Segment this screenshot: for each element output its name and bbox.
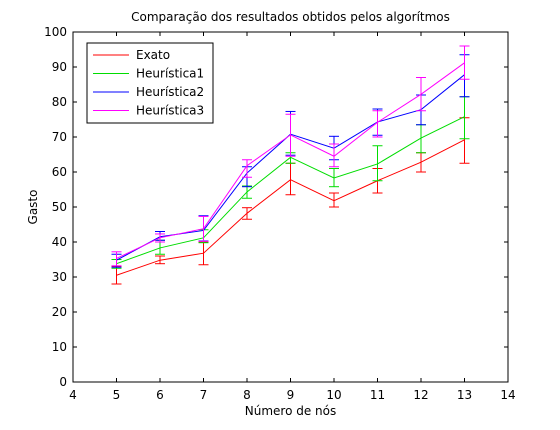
y-tick-label: 70 xyxy=(52,130,67,144)
y-tick-label: 100 xyxy=(44,25,67,39)
legend: Exato Heurística1 Heurística2 Heurística3 xyxy=(87,43,213,123)
y-tick-label: 80 xyxy=(52,95,67,109)
x-tick-label: 4 xyxy=(69,388,77,402)
y-tick-label: 90 xyxy=(52,60,67,74)
x-tick-label: 7 xyxy=(200,388,208,402)
legend-label: Exato xyxy=(136,48,170,62)
x-tick-label: 9 xyxy=(287,388,295,402)
y-tick-label: 0 xyxy=(59,375,67,389)
x-tick-label: 14 xyxy=(500,388,515,402)
chart-title: Comparação dos resultados obtidos pelos … xyxy=(131,10,450,24)
legend-label: Heurística2 xyxy=(136,85,204,99)
legend-label: Heurística3 xyxy=(136,104,204,118)
x-tick-label: 5 xyxy=(113,388,121,402)
x-tick-label: 10 xyxy=(326,388,341,402)
x-tick-label: 6 xyxy=(156,388,164,402)
x-tick-label: 12 xyxy=(413,388,428,402)
x-tick-label: 11 xyxy=(370,388,385,402)
y-axis-label: Gasto xyxy=(26,190,40,225)
x-tick-label: 8 xyxy=(243,388,251,402)
x-axis-label: Número de nós xyxy=(245,404,337,418)
y-tick-label: 20 xyxy=(52,305,67,319)
y-tick-label: 40 xyxy=(52,235,67,249)
y-tick-label: 10 xyxy=(52,340,67,354)
y-tick-label: 60 xyxy=(52,165,67,179)
x-tick-label: 13 xyxy=(457,388,472,402)
y-tick-label: 50 xyxy=(52,200,67,214)
y-tick-label: 30 xyxy=(52,270,67,284)
legend-label: Heurística1 xyxy=(136,67,204,81)
